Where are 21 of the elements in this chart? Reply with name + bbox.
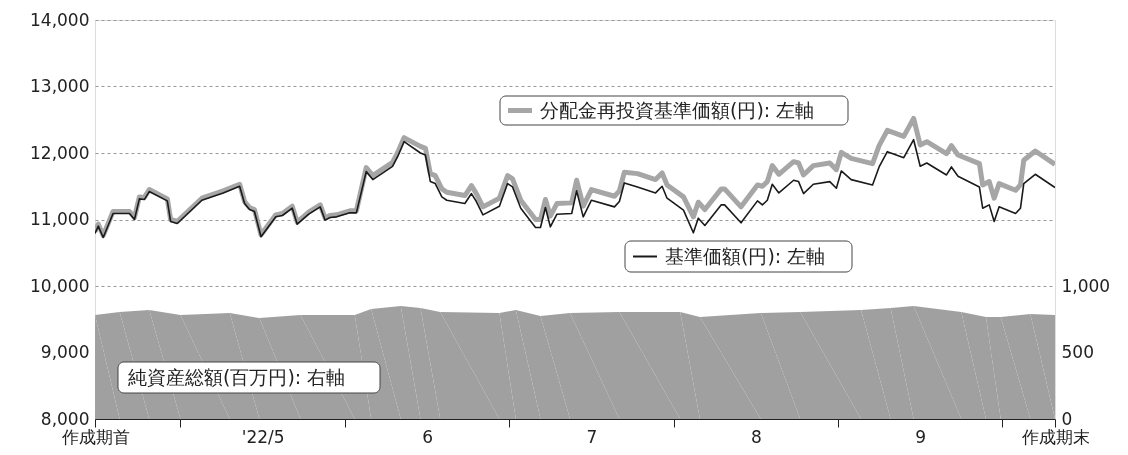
y-tick-label: 8,000 xyxy=(40,408,90,429)
y2-tick-label: 500 xyxy=(1061,342,1094,362)
x-tick-label: '22/5 xyxy=(241,426,285,447)
x-tick-label: 作成期末 xyxy=(1020,426,1090,447)
y-tick-label: 14,000 xyxy=(30,9,90,30)
line-series xyxy=(95,138,1055,239)
y2-tick-label: 1,000 xyxy=(1061,275,1111,296)
series-label: 純資産総額(百万円): 右軸 xyxy=(128,365,346,388)
x-tick-label: 6 xyxy=(422,426,433,447)
legend-label: 分配金再投資基準価額(円): 左軸 xyxy=(540,98,815,121)
x-tick-label: 8 xyxy=(750,426,762,447)
legend-label: 基準価額(円): 左軸 xyxy=(665,244,826,267)
y-tick-label: 12,000 xyxy=(30,142,90,163)
x-tick-label: 7 xyxy=(586,426,598,447)
y-tick-label: 11,000 xyxy=(30,209,90,229)
y-tick-label: 10,000 xyxy=(30,275,90,296)
y2-tick-label: 0 xyxy=(1061,408,1073,429)
x-tick-label: 9 xyxy=(915,426,927,447)
y-tick-label: 13,000 xyxy=(30,76,90,96)
x-tick-label: 作成期首 xyxy=(60,426,130,447)
y-tick-label: 9,000 xyxy=(40,342,90,362)
